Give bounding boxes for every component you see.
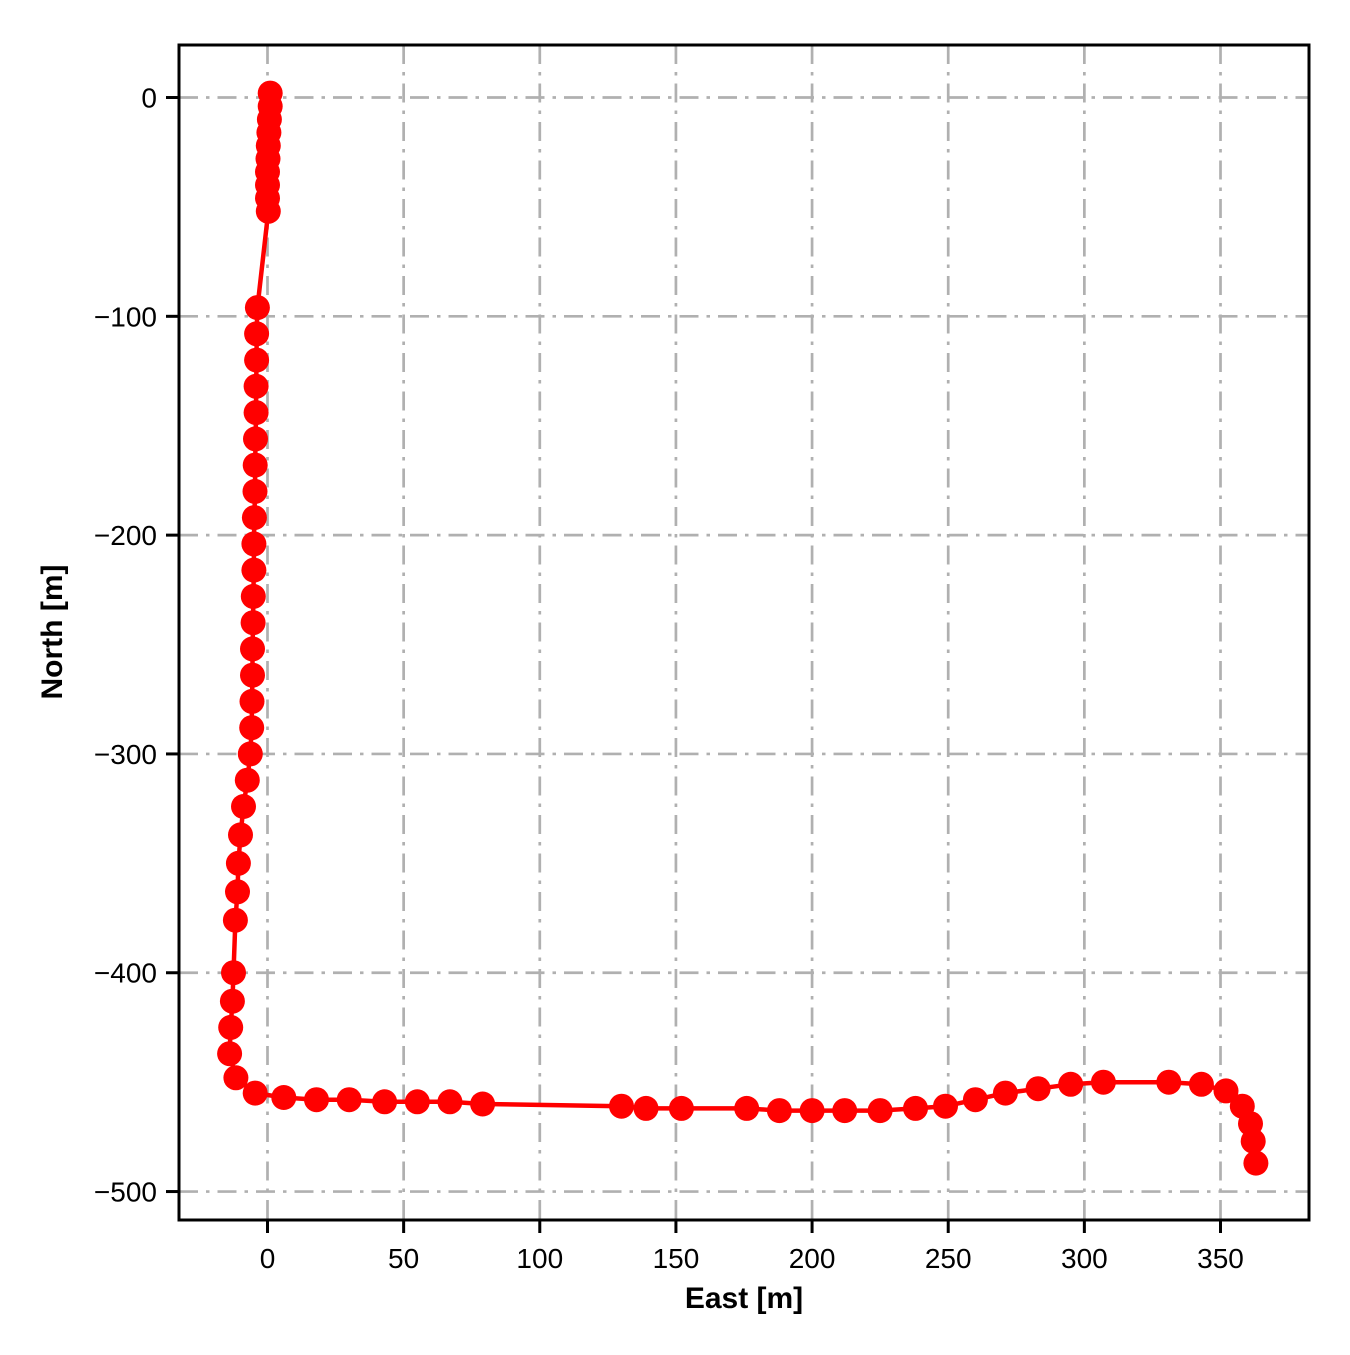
trajectory-marker xyxy=(1188,1071,1214,1097)
trajectory-marker xyxy=(1240,1128,1266,1154)
trajectory-marker xyxy=(219,988,245,1014)
trajectory-marker xyxy=(766,1098,792,1124)
trajectory-marker xyxy=(992,1080,1018,1106)
trajectory-marker xyxy=(470,1091,496,1117)
data-layer xyxy=(217,80,1269,1176)
trajectory-marker xyxy=(244,321,270,347)
axes-layer xyxy=(166,43,1311,1233)
trajectory-marker xyxy=(734,1095,760,1121)
trajectory-marker xyxy=(271,1085,297,1110)
trajectory-marker xyxy=(437,1089,463,1115)
trajectory-marker xyxy=(244,347,270,373)
trajectory-marker xyxy=(240,636,265,662)
y-tick-label: −200 xyxy=(94,520,157,551)
trajectory-marker xyxy=(404,1089,430,1115)
trajectory-marker xyxy=(633,1095,659,1121)
trajectory-marker xyxy=(242,1080,268,1106)
trajectory-marker xyxy=(239,688,265,714)
trajectory-marker xyxy=(1090,1069,1116,1095)
trajectory-marker xyxy=(799,1098,825,1124)
trajectory-marker xyxy=(304,1087,329,1113)
trajectory-marker xyxy=(1243,1150,1269,1176)
grid-layer xyxy=(179,45,1309,1220)
trajectory-marker xyxy=(243,426,268,452)
trajectory-marker xyxy=(231,794,256,819)
trajectory-marker xyxy=(933,1093,958,1119)
x-tick-label: 350 xyxy=(1197,1243,1244,1274)
trajectory-marker xyxy=(222,907,248,933)
trajectory-marker xyxy=(1058,1071,1084,1097)
trajectory-marker xyxy=(241,557,267,583)
trajectory-marker xyxy=(217,1041,243,1067)
trajectory-marker xyxy=(1025,1076,1051,1102)
trajectory-marker xyxy=(240,583,266,609)
trajectory-marker xyxy=(237,741,263,767)
x-tick-label: 50 xyxy=(388,1243,419,1274)
y-tick-label: −300 xyxy=(94,739,157,770)
trajectory-marker xyxy=(241,531,267,557)
trajectory-marker xyxy=(336,1087,362,1113)
trajectory-marker xyxy=(1213,1078,1239,1104)
x-tick-label: 200 xyxy=(789,1243,836,1274)
trajectory-marker xyxy=(668,1095,694,1121)
x-tick-label: 300 xyxy=(1061,1243,1108,1274)
x-axis-label: East [m] xyxy=(685,1282,803,1315)
trajectory-marker xyxy=(832,1098,858,1124)
trajectory-marker xyxy=(223,1065,249,1091)
trajectory-marker xyxy=(240,662,265,688)
x-tick-label: 0 xyxy=(260,1243,276,1274)
trajectory-marker xyxy=(867,1098,893,1124)
trajectory-marker xyxy=(962,1087,988,1113)
trajectory-marker xyxy=(372,1089,398,1115)
trajectory-marker xyxy=(234,767,260,793)
plot-spines xyxy=(177,43,1311,1222)
trajectory-marker xyxy=(240,610,266,636)
x-tick-label: 250 xyxy=(925,1243,972,1274)
trajectory-marker xyxy=(244,295,270,321)
trajectory-marker xyxy=(242,478,268,504)
trajectory-marker xyxy=(242,452,268,478)
y-tick-label: −100 xyxy=(94,301,157,332)
trajectory-marker xyxy=(609,1093,634,1119)
trajectory-marker xyxy=(218,1014,244,1040)
trajectory-marker xyxy=(225,879,250,905)
y-tick-label: −400 xyxy=(94,958,157,989)
x-tick-label: 100 xyxy=(516,1243,563,1274)
trajectory-marker xyxy=(903,1095,928,1121)
y-axis-label: North [m] xyxy=(36,565,69,700)
y-tick-label: −500 xyxy=(94,1177,157,1208)
trajectory-marker xyxy=(255,198,281,224)
trajectory-marker xyxy=(1156,1069,1182,1095)
trajectory-marker xyxy=(243,373,269,399)
trajectory-marker xyxy=(239,715,265,741)
trajectory-marker xyxy=(228,822,253,848)
trajectory-line xyxy=(227,90,1259,1166)
y-tick-label: 0 xyxy=(141,83,157,114)
trajectory-marker xyxy=(243,400,269,426)
label-layer: East [m] North [m] 0 50 100 150 200 250 300 350… xyxy=(36,83,1244,1315)
x-tick-label: 150 xyxy=(653,1243,700,1274)
trajectory-marker xyxy=(221,960,246,986)
trajectory-marker xyxy=(225,850,251,876)
trajectory-marker xyxy=(241,505,267,531)
